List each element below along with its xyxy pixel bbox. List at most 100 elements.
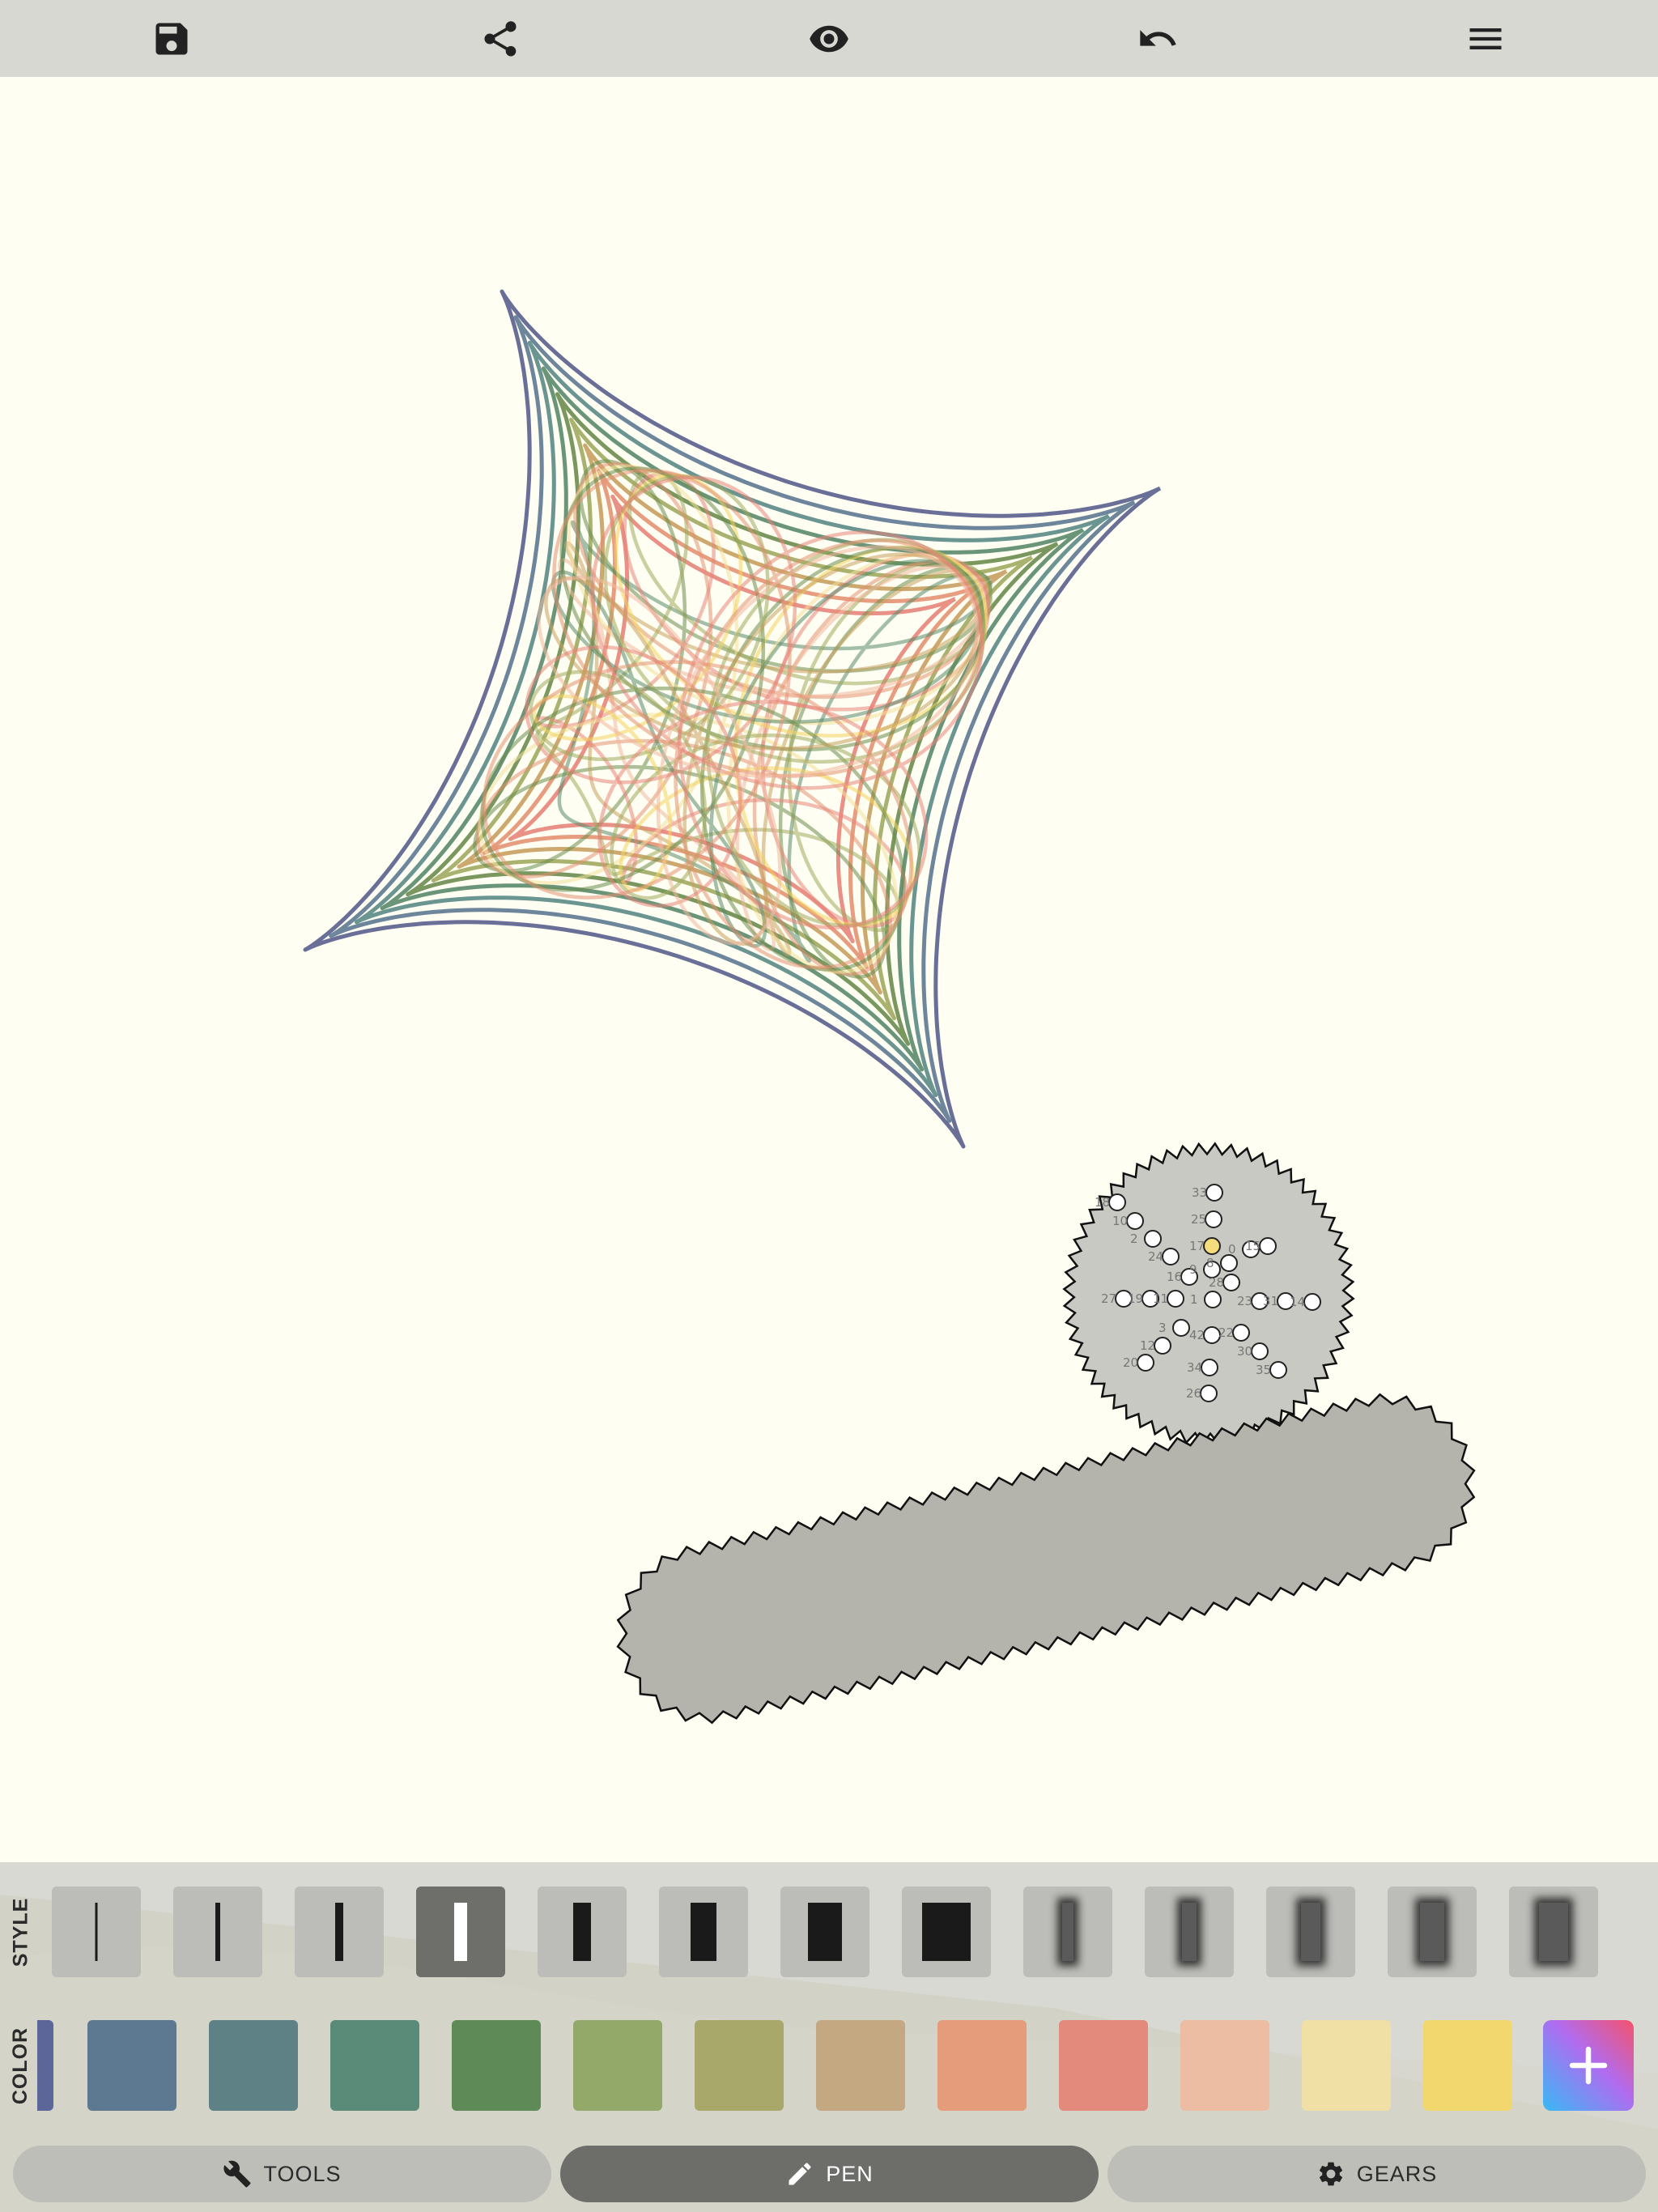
undo-button[interactable] [1127,8,1188,70]
color-swatch[interactable] [1180,2020,1269,2111]
bar-gear[interactable] [616,1393,1476,1725]
gear-hole-label: 42 [1189,1328,1205,1342]
gear-hole[interactable] [1154,1337,1171,1355]
gear-hole[interactable] [1220,1254,1238,1272]
style-thick-3[interactable] [902,1887,991,1977]
color-swatch[interactable] [1423,2020,1512,2111]
gear-hole-label: 33 [1192,1185,1207,1200]
color-swatch[interactable] [1302,2020,1391,2111]
gear-hole[interactable] [1259,1237,1277,1255]
gear-hole-label: 26 [1186,1386,1201,1401]
color-swatch[interactable] [330,2020,419,2111]
gear-hole[interactable] [1180,1268,1198,1286]
style-blur-3[interactable] [1266,1887,1355,1977]
undo-icon [1140,30,1176,46]
tab-gears[interactable]: GEARS [1107,2146,1646,2202]
style-blur-5[interactable] [1509,1887,1598,1977]
color-swatch[interactable] [695,2020,784,2111]
tab-tools[interactable]: TOOLS [13,2146,551,2202]
style-blur-4[interactable] [1388,1887,1477,1977]
spiro-curve [457,443,1009,995]
color-swatch[interactable] [573,2020,662,2111]
gear-hole[interactable] [1203,1326,1221,1344]
style-thick-1[interactable] [659,1887,748,1977]
gear-hole[interactable] [1205,1184,1223,1202]
color-swatch[interactable] [87,2020,176,2111]
spiro-curve [482,468,984,970]
spiro-pattern [303,289,1163,1149]
gear-hole-label: 15 [1245,1239,1261,1253]
gear-hole-label: 3 [1158,1321,1167,1335]
gear-hole[interactable] [1137,1354,1154,1372]
style-blur-2[interactable] [1145,1887,1234,1977]
gear-hole-label: 10 [1112,1214,1128,1228]
gear-hole-label: 27 [1101,1291,1116,1306]
gear-hole[interactable] [1203,1237,1221,1255]
style-medium-selected[interactable] [416,1887,505,1977]
save-icon [155,23,188,55]
spiro-curve [529,474,986,928]
save-button[interactable] [141,8,202,70]
gear-hole[interactable] [1204,1291,1222,1308]
tab-pen-label: PEN [826,2161,874,2186]
gear-hole[interactable] [1141,1290,1159,1308]
spiro-curve [508,494,957,944]
tab-pen[interactable]: PEN [560,2146,1099,2202]
style-blur-1[interactable] [1023,1887,1112,1977]
gear-hole[interactable] [1115,1290,1133,1308]
gear-hole[interactable] [1303,1293,1321,1311]
plus-icon [1569,2046,1608,2085]
color-swatch-partial[interactable] [37,2020,53,2111]
gear-hole[interactable] [1172,1319,1190,1337]
color-label: COLOR [9,2027,32,2104]
tab-gears-label: GEARS [1356,2161,1438,2186]
gear-hole-label: 24 [1148,1249,1163,1264]
add-color-button[interactable] [1543,2020,1634,2111]
style-thin-2[interactable] [173,1887,262,1977]
gear-hole[interactable] [1205,1210,1222,1228]
gear-hole-label: 19 [1128,1291,1143,1306]
share-button[interactable] [470,8,531,70]
gear-hole[interactable] [1251,1292,1269,1310]
spiro-curve [537,545,980,946]
gear-hole-label: 23 [1237,1294,1252,1308]
gear-hole[interactable] [1200,1385,1218,1402]
wrench-icon [223,2160,251,2188]
gear-hole[interactable] [1201,1359,1218,1376]
gear-hole[interactable] [1108,1193,1126,1211]
gear-hole-label: 17 [1189,1239,1205,1253]
gear-hole[interactable] [1203,1261,1221,1278]
gear-hole-label: 25 [1191,1212,1206,1227]
gear-hole-label: 8 [1206,1256,1214,1270]
style-thin-3[interactable] [295,1887,384,1977]
color-swatch[interactable] [209,2020,298,2111]
drawing-canvas[interactable]: 33 25 17 9 1 42 34 26 18 10 2 24 16 8 0 15 23 31 14 22 30 35 2… [0,77,1658,1862]
gear-hole[interactable] [1144,1230,1162,1248]
gear-hole[interactable] [1222,1274,1240,1291]
gear-hole[interactable] [1269,1361,1287,1379]
color-swatch[interactable] [1059,2020,1148,2111]
gear-hole[interactable] [1251,1342,1269,1360]
style-medium-2[interactable] [538,1887,627,1977]
bottom-panel: STYLE COLOR TOOLS PEN [0,1862,1658,2212]
color-swatch[interactable] [452,2020,541,2111]
gear-hole[interactable] [1167,1290,1184,1308]
gear-hole[interactable] [1277,1292,1295,1310]
gear-hole[interactable] [1232,1324,1250,1342]
style-thick-2[interactable] [780,1887,869,1977]
style-thin-1[interactable] [52,1887,141,1977]
style-label: STYLE [9,1897,32,1967]
gear-hole[interactable] [1126,1212,1144,1230]
color-swatch[interactable] [937,2020,1027,2111]
spiro-curve [532,473,988,927]
spiro-curve [564,541,989,956]
color-swatch[interactable] [816,2020,905,2111]
gear-hole[interactable] [1162,1248,1180,1266]
preview-button[interactable] [798,8,860,70]
menu-button[interactable] [1455,8,1516,70]
gear-hole[interactable] [1242,1240,1260,1258]
